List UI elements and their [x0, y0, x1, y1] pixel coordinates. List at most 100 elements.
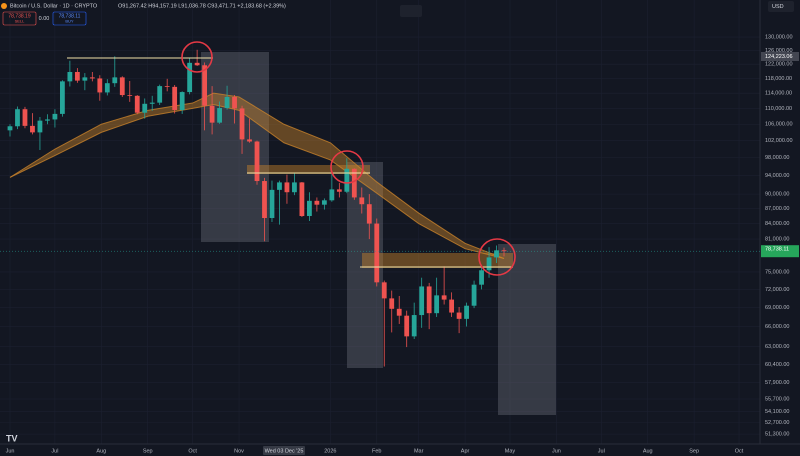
ohlc-readout: O91,267.42 H94,157.19 L91,036.78 C93,471… [118, 3, 286, 9]
x-tick-label: Nov [234, 448, 244, 454]
candle-body [374, 223, 380, 283]
candle-body [187, 62, 193, 93]
x-tick-label: Sep [143, 448, 153, 454]
candle-body [127, 95, 133, 96]
candle-body [82, 77, 88, 81]
last-price-label: 78,738.11 [765, 247, 789, 253]
spread: 0.00 [39, 16, 50, 22]
x-tick-label: May [505, 448, 516, 454]
candle-body [67, 71, 73, 82]
y-tick-label: 90,000.00 [765, 192, 789, 198]
candle-body [389, 298, 395, 309]
candle-body [172, 86, 178, 110]
y-tick-label: 84,000.00 [765, 221, 789, 227]
candle-body [157, 86, 163, 103]
candle-body [321, 200, 327, 205]
y-tick-label: 66,000.00 [765, 324, 789, 330]
x-tick-label: Jun [552, 448, 561, 454]
candle-body [217, 108, 222, 123]
marker-label: 124,223.06 [765, 54, 793, 60]
price-axis [760, 0, 800, 456]
candle-body [149, 102, 155, 104]
x-tick-label: Sep [689, 448, 699, 454]
candle-body [277, 182, 282, 190]
candle-body [45, 119, 50, 121]
candle-body [22, 109, 28, 126]
y-tick-label: 122,000.00 [765, 62, 793, 68]
candle-body [449, 299, 455, 313]
buy-label: BUY [65, 19, 74, 24]
y-tick-label: 55,700.00 [765, 396, 789, 402]
candle-body [15, 109, 20, 127]
y-tick-label: 57,900.00 [765, 380, 789, 386]
candle-body [164, 86, 170, 87]
candle-body [202, 65, 208, 106]
plot [7, 49, 507, 367]
candle-body [411, 315, 417, 337]
y-tick-label: 130,000.00 [765, 35, 793, 41]
x-tick-label: 2026 [324, 448, 336, 454]
ribbon-fill [10, 93, 505, 259]
candle-body [359, 197, 365, 205]
range-box [498, 244, 556, 415]
candle-body [284, 182, 290, 193]
x-tick-label: Jul [51, 448, 58, 454]
highlight-circle [330, 150, 364, 184]
candle-body [314, 200, 320, 205]
candle-body [456, 312, 462, 319]
x-tick-label: Apr [461, 448, 470, 454]
y-tick-label: 87,000.00 [765, 206, 789, 212]
sell-price: 78,738.19 [8, 13, 30, 19]
y-tick-label: 52,700.00 [765, 420, 789, 426]
candle-body [381, 282, 387, 299]
candle-body [179, 92, 185, 110]
btc-icon [1, 3, 7, 9]
sell-button[interactable] [2, 11, 37, 26]
candle-body [37, 120, 43, 133]
candle-body [224, 96, 230, 109]
resistance-zone [247, 165, 370, 174]
candle-body [344, 168, 350, 192]
y-tick-label: 98,000.00 [765, 155, 789, 161]
last-price-box [761, 245, 799, 258]
y-tick-label: 51,300.00 [765, 432, 789, 438]
candle-body [479, 270, 484, 285]
candle-body [104, 83, 110, 93]
y-tick-label: 72,000.00 [765, 287, 789, 293]
candle-body [232, 96, 237, 109]
candle-body [59, 81, 65, 114]
candle-body [74, 71, 80, 81]
candle-body [486, 257, 492, 271]
y-tick-label: 114,000.00 [765, 91, 792, 97]
candle-body [336, 189, 342, 192]
crosshair-date-box [263, 446, 305, 455]
x-tick-label: Aug [96, 448, 106, 454]
candle-body [119, 77, 125, 96]
y-tick-label: 126,000.00 [765, 48, 793, 54]
candle-body [307, 200, 312, 217]
buy-button[interactable] [52, 11, 87, 26]
grid [0, 0, 760, 444]
candle-body [434, 295, 440, 314]
candle-body [52, 113, 58, 120]
candle-body [351, 168, 357, 198]
symbol: Bitcoin / U.S. Dollar · 1D · CRYPTO [10, 3, 98, 9]
candle-body [494, 250, 499, 258]
logo: TV [6, 433, 18, 443]
candle-body [269, 189, 275, 219]
x-tick-label: Aug [643, 448, 653, 454]
candle-body [471, 284, 477, 306]
candle-body [97, 78, 103, 93]
candle-body [247, 139, 252, 142]
sell-label: SELL [15, 19, 26, 24]
candle-body [89, 77, 95, 79]
toolbar-button[interactable] [400, 5, 422, 17]
candle-body [142, 103, 148, 113]
buy-price: 78,738.11 [59, 13, 81, 19]
y-tick-label: 81,000.00 [765, 237, 789, 243]
x-tick-label: Feb [372, 448, 381, 454]
y-tick-label: 75,000.00 [765, 269, 789, 275]
candle-body [194, 62, 200, 66]
currency-button[interactable] [768, 1, 794, 12]
